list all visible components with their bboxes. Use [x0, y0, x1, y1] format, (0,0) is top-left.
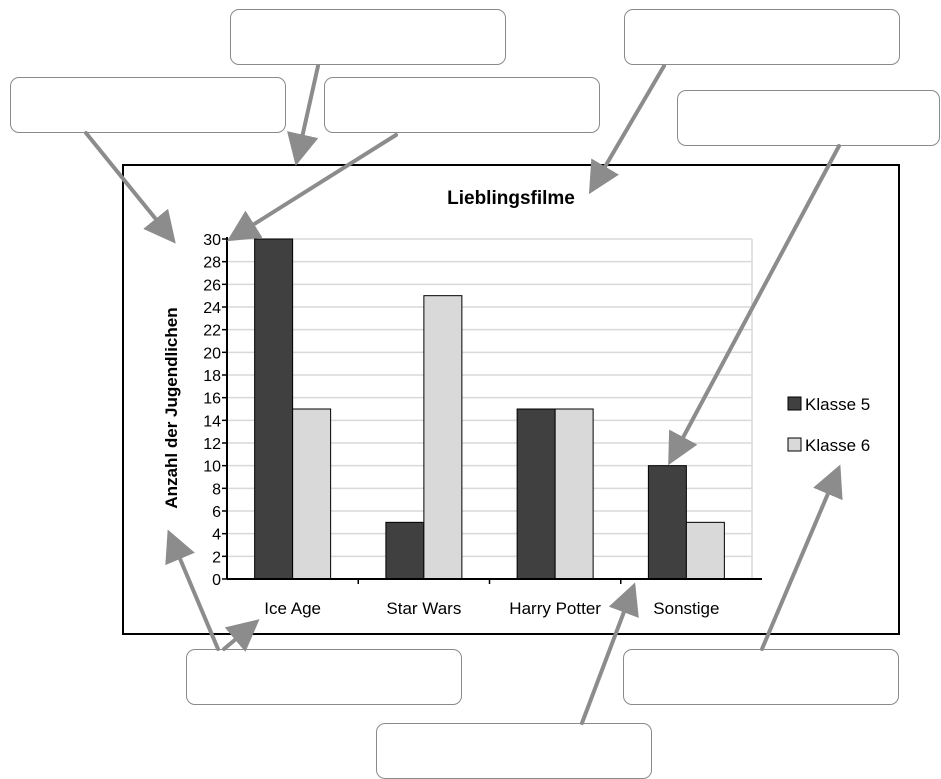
x-category-label: Ice Age	[264, 599, 321, 618]
label-box-bottom-left[interactable]	[186, 649, 462, 705]
arrow-to-chart-title	[588, 64, 666, 195]
bar-sonstige-klasse-5	[647, 465, 687, 580]
label-box-upper-left[interactable]	[10, 77, 286, 133]
legend-swatch	[787, 396, 802, 411]
arrow-to-bar-sonstige	[668, 144, 841, 466]
arrow-to-chart-top-left	[287, 64, 320, 166]
y-tick-label: 2	[212, 549, 221, 566]
legend-label: Klasse 5	[805, 395, 870, 414]
arrow-to-category-label	[222, 619, 260, 652]
y-tick-label: 12	[203, 436, 221, 453]
bar-star-wars-klasse-5	[385, 521, 425, 580]
label-box-top-center[interactable]	[230, 9, 506, 65]
arrow-to-legend	[760, 464, 843, 651]
label-box-upper-middle[interactable]	[324, 77, 600, 133]
y-tick-label: 22	[203, 323, 221, 340]
y-tick-label: 14	[203, 413, 221, 430]
y-tick-label: 4	[212, 527, 221, 544]
y-tick-label: 10	[203, 459, 221, 476]
y-tick-label: 30	[203, 232, 221, 249]
y-tick-label: 18	[203, 368, 221, 385]
bar-ice-age-klasse-5	[254, 238, 294, 580]
arrow-to-y-axis	[226, 133, 398, 242]
label-box-upper-right[interactable]	[677, 90, 940, 146]
bar-star-wars-klasse-6	[423, 295, 463, 580]
y-tick-label: 28	[203, 255, 221, 272]
chart-title: Lieblingsfilme	[447, 188, 575, 209]
y-tick-label: 8	[212, 481, 221, 498]
bar-ice-age-klasse-6	[292, 408, 332, 580]
y-tick-label: 16	[203, 391, 221, 408]
y-tick-label: 26	[203, 277, 221, 294]
label-box-top-right[interactable]	[624, 9, 900, 65]
x-category-label: Harry Potter	[509, 599, 601, 618]
label-box-bottom-right[interactable]	[623, 649, 899, 705]
bar-harry-potter-klasse-5	[516, 408, 556, 580]
legend-label: Klasse 6	[805, 436, 870, 455]
y-tick-label: 24	[203, 300, 221, 317]
legend-swatch	[787, 437, 802, 452]
x-category-label: Star Wars	[386, 599, 461, 618]
arrow-to-x-axis	[580, 582, 639, 725]
arrow-to-y-axis-top-tick	[84, 131, 176, 244]
y-tick-label: 20	[203, 345, 221, 362]
label-box-bottom-center[interactable]	[376, 723, 652, 779]
x-category-label: Sonstige	[653, 599, 719, 618]
y-tick-label: 0	[212, 572, 221, 589]
bar-harry-potter-klasse-6	[554, 408, 594, 580]
bar-sonstige-klasse-6	[685, 521, 725, 580]
y-tick-label: 6	[212, 504, 221, 521]
arrow-to-y-axis-label	[165, 529, 220, 651]
y-axis-label: Anzahl der Jugendlichen	[162, 307, 181, 508]
